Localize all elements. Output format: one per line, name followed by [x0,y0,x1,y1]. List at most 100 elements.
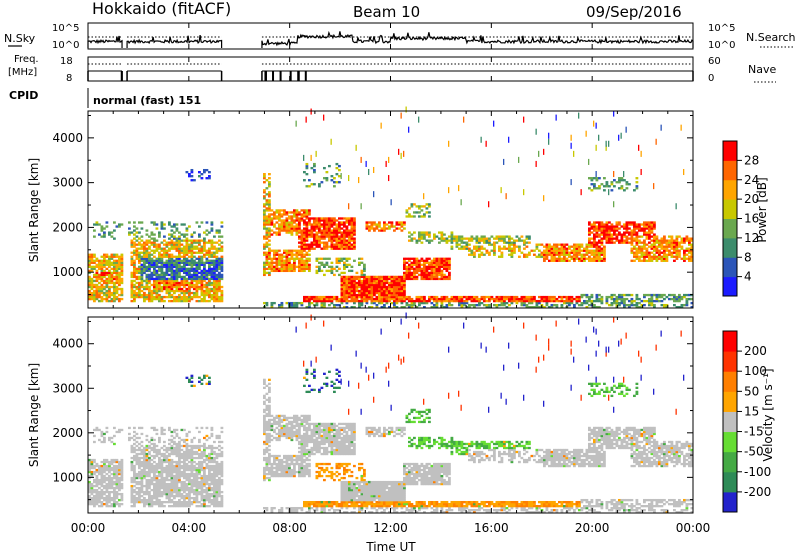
power-cell [305,257,309,260]
power-cell [510,299,514,303]
power-cell [283,213,286,216]
power-cell [163,299,166,303]
power-cell [210,259,214,262]
power-cell [623,303,626,307]
power-cell [188,271,191,275]
power-cell [113,255,116,258]
power-cell [363,263,366,266]
power-cell [135,249,139,252]
power-cell [160,275,164,279]
power-cell [418,259,421,262]
power-cell [393,281,396,285]
power-cell [493,249,496,252]
power-cell [130,259,134,262]
power-cell [418,207,421,210]
power-cell [473,251,476,254]
velocity-cell [158,498,161,502]
power-cell [105,281,109,285]
power-cell [148,265,151,269]
power-cell [293,249,296,252]
power-cell [178,237,181,240]
power-cell [190,295,194,299]
power-cell [473,255,476,258]
freq-label-2: [MHz] [8,67,37,78]
power-cell [500,299,504,303]
power-cell [345,285,349,289]
velocity-cell [110,458,114,462]
power-cell [145,277,149,281]
power-cell [360,203,362,210]
power-cell [263,227,266,230]
power-cell [90,285,94,289]
power-cell [293,225,296,228]
power-cell [130,243,134,246]
power-cell [183,259,186,262]
velocity-cell [113,494,116,498]
power-cell [130,291,134,295]
power-cell [378,277,381,281]
power-cell [583,249,586,252]
power-cell [190,257,194,260]
power-cell [448,277,451,281]
power-cell [543,255,546,258]
velocity-cell [120,498,124,502]
power-cell [195,245,199,248]
power-cell [348,279,351,283]
power-cell [433,259,436,262]
power-cell [410,277,414,281]
power-cell [280,301,284,305]
power-cell [170,279,174,283]
power-cell [115,297,119,301]
power-cell [305,259,309,262]
power-cell [493,245,496,248]
power-cell [173,225,176,228]
velocity-cell [118,428,121,432]
power-cell [550,253,554,256]
power-cell [135,239,139,242]
power-cell [275,259,279,262]
power-cell [548,138,550,145]
power-cell [100,271,104,275]
power-cell [158,251,161,254]
nsky-tick-top: 10^5 [52,23,79,34]
power-cell [503,247,506,250]
power-cell [553,251,556,254]
power-cell [345,229,349,232]
power-cell [315,241,319,244]
power-cell [88,285,91,289]
power-cell [100,261,104,264]
power-cell [113,297,116,301]
power-cell [263,197,266,200]
power-cell [338,237,341,240]
power-cell [373,299,376,303]
power-cell [663,305,666,309]
power-cell [465,243,469,246]
power-cell [398,297,401,301]
power-cell [368,221,371,224]
power-cell [588,297,591,301]
power-cell [523,116,525,123]
power-cell [315,265,319,269]
velocity-cell [103,490,106,494]
power-cell [105,299,109,303]
power-cell [140,271,144,275]
power-cell [620,295,624,299]
power-cell [673,243,676,246]
power-cell [268,183,271,186]
power-cell [635,231,639,234]
power-cell [523,299,526,303]
power-cell [533,253,536,256]
power-cell [188,263,191,266]
power-cell [560,303,564,307]
velocity-cell [118,502,121,506]
power-cell [315,297,319,301]
power-cell [170,225,174,228]
velocity-cell [158,502,161,506]
power-cell [423,205,426,208]
power-cell [110,261,114,264]
power-cell [623,170,625,178]
power-cell [383,297,386,301]
radar-title: Hokkaido (fitACF) [92,0,231,18]
power-cell [153,273,156,277]
power-cell [493,247,496,250]
